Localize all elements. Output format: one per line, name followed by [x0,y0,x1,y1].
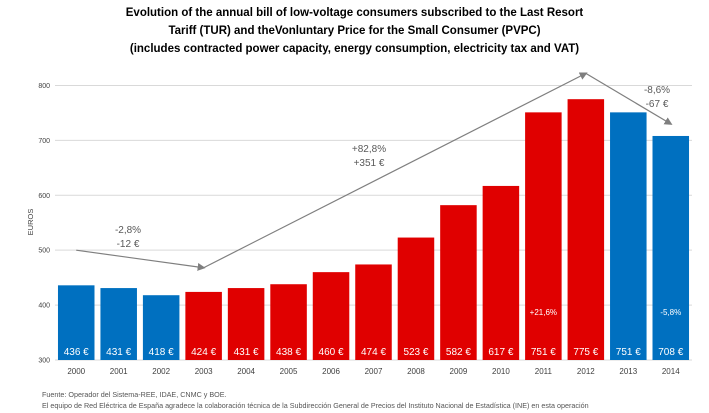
y-axis-label: EUROS [26,209,35,236]
y-tick-label: 500 [38,248,50,255]
bar-2012 [567,99,605,360]
trend-label: -67 € [646,99,669,110]
y-tick-label: 600 [38,193,50,200]
x-tick-label: 2013 [619,367,637,376]
trend-label: +351 € [354,158,385,169]
bar-2011 [525,112,562,360]
bar-2001 [100,288,137,360]
trend-label: -2,8% [115,225,141,236]
data-label: 775 € [573,347,598,358]
bar-2004 [227,288,265,360]
x-tick-label: 2003 [195,367,213,376]
bar-2013 [610,112,647,360]
data-label: 751 € [531,347,556,358]
y-axis: 300 400 500 600 700 800 [38,83,50,365]
x-tick-label: 2010 [492,367,510,376]
y-tick-label: 800 [38,83,50,90]
bar-2007 [355,264,392,360]
bar-2003 [185,291,222,360]
data-label: 474 € [361,347,386,358]
source-line-2: El equipo de Red Eléctrica de España agr… [42,401,589,410]
x-tick-label: 2014 [662,367,680,376]
x-tick-label: 2012 [577,367,595,376]
annotations: -2,8% -12 € +82,8% +351 € -8,6% -67 € [76,72,673,271]
bar-2010 [482,185,520,360]
data-label: 617 € [488,347,513,358]
data-label: 418 € [149,347,174,358]
data-label: 424 € [191,347,216,358]
data-label: 460 € [319,347,344,358]
x-tick-label: 2007 [365,367,383,376]
source-line-1: Fuente: Operador del Sistema-REE, IDAE, … [42,390,227,399]
trend-arrow [203,72,588,269]
bars: 436 € 431 € 418 € 424 € 431 € 438 € 460 € 474 €… [57,99,690,360]
x-tick-label: 2005 [280,367,298,376]
data-label: 431 € [234,347,259,358]
x-axis: 2000 2001 2002 2003 2004 2005 2006 2007 2008 2009… [67,367,680,376]
y-tick-label: 300 [38,358,50,365]
x-tick-label: 2004 [237,367,255,376]
trend-label: -12 € [117,239,140,250]
x-tick-label: 2000 [67,367,85,376]
x-tick-label: 2009 [450,367,468,376]
trend-label: +82,8% [352,144,386,155]
x-tick-label: 2002 [152,367,170,376]
title-line-1: Evolution of the annual bill of low-volt… [125,7,584,19]
bar-2002 [142,295,180,360]
percent-label: +21,6% [530,308,557,317]
trend-arrow [76,249,206,271]
bar-2008 [397,237,435,360]
x-tick-label: 2011 [535,367,553,376]
title-line-2: Tariff (TUR) and theVonluntary Price for… [168,25,541,37]
trend-arrow [585,72,673,125]
data-label: 436 € [64,347,89,358]
x-tick-label: 2008 [407,367,425,376]
chart-title: Evolution of the annual bill of low-volt… [0,4,709,58]
bar-2006 [312,272,350,360]
bar-2009 [440,205,477,360]
bar-2005 [270,284,307,360]
data-label: 582 € [446,347,471,358]
data-label: 438 € [276,347,301,358]
x-tick-label: 2001 [110,367,128,376]
bar-2014 [652,135,690,360]
data-label: 431 € [106,347,131,358]
percent-label: -5,8% [660,308,681,317]
x-tick-label: 2006 [322,367,340,376]
trend-label: -8,6% [644,85,670,96]
y-tick-label: 700 [38,138,50,145]
bar-2000 [57,285,95,360]
title-line-3: (includes contracted power capacity, ene… [129,43,580,55]
data-label: 751 € [616,347,641,358]
data-label: 523 € [403,347,428,358]
data-label: 708 € [658,347,683,358]
y-tick-label: 400 [38,303,50,310]
